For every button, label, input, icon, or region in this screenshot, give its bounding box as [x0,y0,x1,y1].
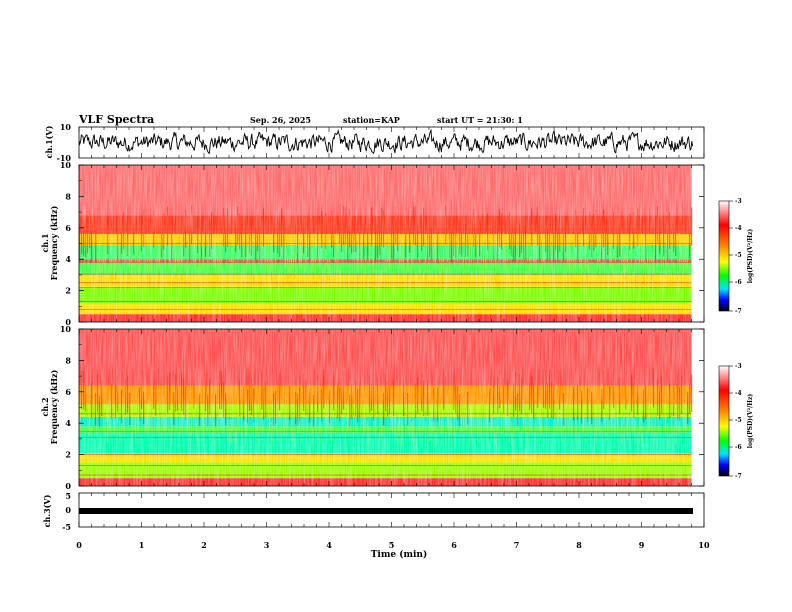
ch3-waveform-ylabel: ch.3(V) [42,494,52,527]
date-label: Sep. 26, 2025 [250,115,311,125]
ch3-ytick-middle: 0 [65,505,71,515]
figure-title: VLF Spectra [78,113,154,126]
ch1-colorbar: -3 -4 -5 -6 -7 log(PSD)(V²/Hz) [718,198,754,315]
colorbar-tick-label: -4 [735,390,742,397]
ch1-waveform-panel: 10 -10 ch.1(V) [44,122,705,163]
ch1-colorbar-label: log(PSD)(V²/Hz) [747,229,754,284]
spectrogram-ytick-label: 4 [65,254,71,264]
colorbar-tick-label: -7 [735,473,742,480]
colorbar-tick-label: -7 [735,308,742,315]
spectrogram-ytick-label: 8 [65,191,71,201]
x-tick-label: 9 [639,540,645,550]
colorbar-tick-label: -3 [735,198,742,205]
ch1-waveform-ylabel: ch.1(V) [44,125,54,158]
colorbar-tick-label: -5 [735,252,742,259]
x-tick-label: 8 [576,540,582,550]
spectrogram-ytick-label: 2 [65,286,71,296]
x-tick-label: 7 [514,540,520,550]
ch2-spectrogram-ylabel-frequency: Frequency (kHz) [49,369,59,444]
spectrogram-ytick-label: 10 [60,160,72,170]
ch3-ytick-bottom: -5 [62,522,71,532]
time-axis-label: Time (min) [371,549,428,560]
x-tick-label: 4 [326,540,332,550]
ch2-spectrogram-panel: 0 2 4 6 8 10 ch.2 Frequency (kHz) [40,324,705,491]
ch3-ytick-top: 5 [65,491,71,501]
ch2-colorbar-gradient [718,365,730,477]
spectrogram-ytick-label: 0 [65,317,71,327]
x-tick-label: 1 [139,540,145,550]
ch1-ytick-bottom: -10 [57,153,72,163]
ch2-colorbar: -3 -4 -5 -6 -7 log(PSD)(V²/Hz) [718,363,754,480]
time-axis-tick-labels: 0 1 2 3 4 5 6 7 8 9 10 [76,540,710,550]
spectrogram-ytick-label: 0 [65,481,71,491]
ch1-waveform-line [78,128,694,155]
ch1-spectrogram-ylabel-channel: ch.1 [40,233,50,252]
colorbar-tick-label: -6 [735,444,742,451]
x-tick-label: 5 [389,540,395,550]
ch2-spectrogram-ylabel-channel: ch.2 [40,397,50,416]
spectrogram-streak [691,207,693,246]
spectrogram-ytick-label: 6 [65,223,71,233]
spectrogram-ytick-label: 8 [65,355,71,365]
start-time-label: start UT = 21:30: 1 [437,115,523,125]
colorbar-tick-label: -5 [735,417,742,424]
time-axis-ticks [78,127,705,527]
ch2-colorbar-label: log(PSD)(V²/Hz) [747,394,754,449]
spectrogram-texture [79,329,692,486]
x-tick-label: 3 [264,540,270,550]
spectrogram-ytick-label: 10 [60,324,72,334]
spectrogram-streak [691,374,693,412]
station-label: station=KAP [343,115,400,125]
ch1-ytick-top: 10 [60,122,72,132]
x-tick-label: 2 [201,540,207,550]
x-tick-label: 0 [76,540,82,550]
colorbar-tick-label: -3 [735,363,742,370]
ch2-spectrogram-image [79,329,693,486]
spectrogram-ytick-label: 4 [65,418,71,428]
ch1-spectrogram-panel: 0 2 4 6 8 10 ch.1 Frequency (kHz) [40,160,705,327]
x-tick-label: 10 [698,540,710,550]
colorbar-tick-label: -6 [735,279,742,286]
spectrogram-ytick-label: 2 [65,450,71,460]
colorbar-tick-label: -4 [735,225,742,232]
spectrogram-ytick-label: 6 [65,387,71,397]
ch3-waveform-trace [79,508,693,514]
spectrogram-texture [79,165,692,322]
ch1-spectrogram-image [79,165,693,322]
ch1-colorbar-gradient [718,200,730,312]
ch1-spectrogram-ylabel-frequency: Frequency (kHz) [49,205,59,280]
x-tick-label: 6 [451,540,457,550]
